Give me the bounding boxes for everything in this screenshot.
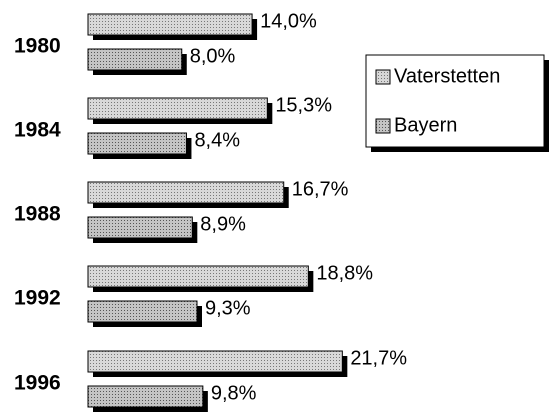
category-label: 1984 xyxy=(14,119,61,142)
legend-label: Vaterstetten xyxy=(394,65,500,87)
value-label: 8,9% xyxy=(200,213,246,235)
value-label: 9,3% xyxy=(205,297,251,319)
bar xyxy=(87,48,183,71)
legend-label: Bayern xyxy=(394,114,457,136)
value-label: 15,3% xyxy=(275,94,332,116)
bar xyxy=(87,265,309,288)
value-label: 8,4% xyxy=(194,129,240,151)
bar xyxy=(87,216,193,239)
legend xyxy=(365,54,545,148)
legend-swatch xyxy=(375,118,391,134)
bar xyxy=(87,13,253,36)
bar xyxy=(87,350,343,373)
category-label: 1992 xyxy=(14,287,61,310)
legend-swatch xyxy=(375,69,391,85)
bar xyxy=(87,385,204,408)
bar xyxy=(87,300,198,323)
category-label: 1996 xyxy=(14,372,61,395)
bar xyxy=(87,97,268,120)
bar xyxy=(87,181,285,204)
value-label: 18,8% xyxy=(316,262,373,284)
bar xyxy=(87,132,187,155)
value-label: 9,8% xyxy=(211,382,257,404)
value-label: 14,0% xyxy=(260,10,317,32)
value-label: 16,7% xyxy=(292,178,349,200)
category-label: 1980 xyxy=(14,35,61,58)
value-label: 21,7% xyxy=(350,347,407,369)
value-label: 8,0% xyxy=(190,45,236,67)
category-label: 1988 xyxy=(14,203,61,226)
